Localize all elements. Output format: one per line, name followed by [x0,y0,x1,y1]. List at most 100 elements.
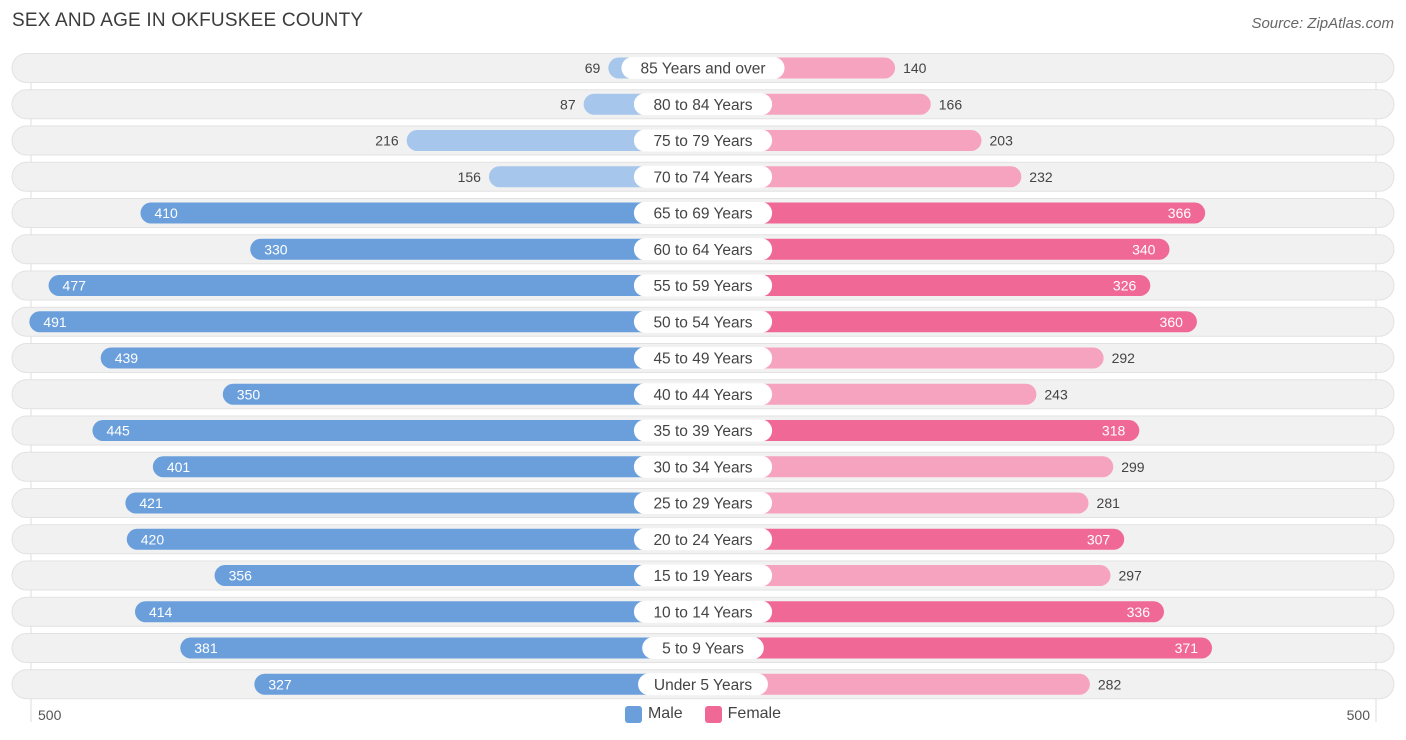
category-label: 45 to 49 Years [653,351,752,368]
male-value-label: 381 [194,640,218,656]
category-label: 70 to 74 Years [653,169,752,186]
male-value-label: 445 [106,423,130,439]
legend-item-female: Female [704,705,782,723]
male-bar [180,637,703,659]
category-label: 15 to 19 Years [653,568,752,585]
female-value-label: 307 [1087,531,1111,547]
category-label-bg [633,165,773,188]
male-bar [152,456,703,478]
male-bar [29,311,703,333]
male-value-label: 421 [139,495,163,511]
male-value-label: 356 [229,568,253,584]
chart-source: Source: ZipAtlas.com [1251,15,1394,32]
axis-right-max-label: 500 [1346,707,1370,723]
male-bar [48,275,703,296]
category-label: 75 to 79 Years [653,133,752,150]
female-bar [703,528,1125,550]
category-label: 35 to 39 Years [653,423,752,440]
category-label: 85 Years and over [641,61,766,78]
category-label-bg [633,310,773,333]
category-label-bg [638,673,768,696]
female-value-label: 232 [1029,169,1053,185]
category-label-bg [633,455,773,478]
female-value-label: 371 [1175,640,1199,656]
category-label: 55 to 59 Years [653,278,752,295]
female-value-label: 243 [1044,386,1068,402]
female-value-label: 336 [1127,604,1151,620]
axis-left-max-label: 500 [38,707,62,723]
category-label-bg [633,383,773,406]
male-bar [254,673,703,695]
female-value-label: 299 [1121,459,1145,475]
male-value-label: 420 [141,531,165,547]
female-value-label: 318 [1102,423,1126,439]
legend-swatch-female [704,705,722,723]
male-value-label: 477 [63,278,87,294]
male-bar [222,383,704,405]
category-label-bg [633,238,773,261]
legend-swatch-male [624,705,642,723]
category-label-bg [633,600,773,623]
male-value-label: 216 [375,133,399,149]
female-bar [703,673,1090,695]
female-value-label: 360 [1160,314,1184,330]
category-label-bg [633,202,773,224]
female-bar [703,130,982,151]
female-value-label: 203 [990,133,1014,149]
male-value-label: 410 [154,205,178,221]
female-bar [703,275,1151,296]
female-bar [703,637,1213,659]
male-value-label: 350 [237,386,261,402]
category-label: 10 to 14 Years [653,604,752,621]
male-value-label: 401 [167,459,191,475]
female-value-label: 140 [903,60,927,76]
category-label: 40 to 44 Years [653,387,752,404]
male-bar [134,601,703,623]
legend-item-male: Male [624,705,683,723]
category-label-bg [633,528,773,551]
category-label: 60 to 64 Years [653,242,752,259]
male-bar [125,492,703,514]
category-label: 25 to 29 Years [653,496,752,513]
category-label-bg [633,492,773,514]
category-label: Under 5 Years [654,677,752,694]
male-value-label: 439 [115,350,139,366]
chart-legend: Male Female [0,705,1406,723]
category-label-bg [633,419,773,442]
category-label: 80 to 84 Years [653,97,752,114]
male-bar [100,347,703,369]
category-label-bg [633,274,773,297]
male-value-label: 69 [585,60,601,76]
female-value-label: 281 [1097,495,1121,511]
male-value-label: 491 [43,314,67,330]
male-value-label: 330 [264,241,288,257]
female-bar [703,166,1022,188]
legend-label-female: Female [727,705,782,722]
female-bar [703,456,1114,478]
female-value-label: 297 [1118,568,1142,584]
category-label-bg [633,93,773,116]
male-bar [140,202,704,224]
chart-title: SEX AND AGE IN OKFUSKEE COUNTY [12,10,364,31]
female-bar [703,420,1140,441]
female-value-label: 366 [1168,205,1192,221]
female-value-label: 282 [1098,676,1122,692]
female-value-label: 292 [1112,350,1136,366]
female-bar [703,347,1104,369]
female-bar [703,601,1164,623]
male-bar [214,565,703,586]
female-value-label: 340 [1132,241,1156,257]
male-bar [250,238,704,260]
male-value-label: 327 [268,676,292,692]
category-label: 5 to 9 Years [662,641,744,658]
legend-label-male: Male [647,705,683,722]
female-bar [703,565,1111,586]
category-label: 65 to 69 Years [653,206,752,223]
female-bar [703,238,1170,260]
female-value-label: 166 [939,96,963,112]
category-label: 20 to 24 Years [653,532,752,549]
category-label-bg [633,564,773,587]
female-value-label: 326 [1113,278,1137,294]
category-label: 30 to 34 Years [653,459,752,476]
